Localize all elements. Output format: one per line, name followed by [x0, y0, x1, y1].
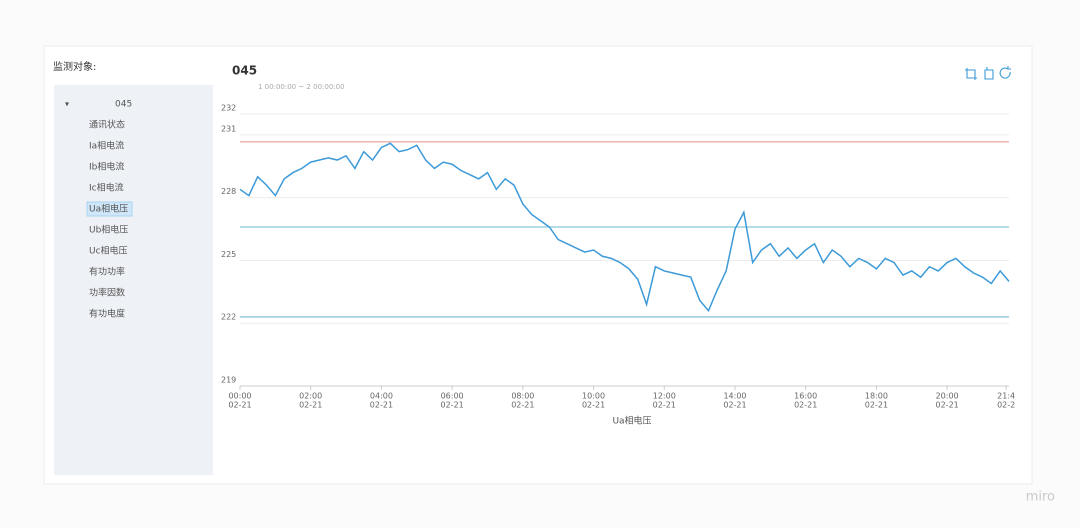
tree-item[interactable]: 通讯状态 — [89, 119, 125, 131]
tree-item[interactable]: 有功电度 — [89, 308, 125, 320]
restore-icon[interactable] — [999, 66, 1011, 79]
tree-item[interactable]: Ub相电压 — [89, 224, 128, 236]
toolbar — [965, 66, 1011, 80]
x-axis-label: Ua相电压 — [612, 415, 651, 427]
x-tick-date: 02-21 — [865, 401, 888, 410]
tree-root[interactable]: 045 — [115, 100, 132, 110]
zoom-icon[interactable] — [965, 68, 977, 80]
tree-item[interactable]: Ic相电流 — [89, 182, 124, 194]
x-tick-date: 02-2 — [997, 401, 1015, 410]
sidebar — [54, 85, 213, 475]
sidebar-label: 监测对象: — [53, 60, 96, 73]
chart-title: 045 — [232, 64, 257, 78]
tree-item[interactable]: 功率因数 — [89, 287, 125, 299]
tree-item[interactable]: Ua相电压 — [89, 203, 128, 215]
tree-item[interactable]: Uc相电压 — [89, 245, 128, 257]
tree-arrow[interactable]: ▾ — [65, 100, 69, 109]
y-tick-label: 222 — [221, 313, 236, 322]
x-tick-label: 04:00 — [370, 392, 393, 401]
y-tick-label: 228 — [221, 187, 236, 196]
x-tick-label: 14:00 — [723, 392, 746, 401]
x-tick-label: 20:00 — [936, 392, 959, 401]
x-tick-date: 02-21 — [653, 401, 676, 410]
x-tick-label: 02:00 — [299, 392, 322, 401]
zoom-back-icon[interactable] — [984, 67, 994, 80]
tree-item[interactable]: Ia相电流 — [89, 140, 124, 152]
y-tick-label: 231 — [221, 124, 236, 133]
x-tick-date: 02-21 — [936, 401, 959, 410]
x-tick-label: 12:00 — [653, 392, 676, 401]
x-tick-date: 02-21 — [723, 401, 746, 410]
watermark: miro — [1026, 490, 1055, 505]
x-tick-date: 02-21 — [794, 401, 817, 410]
x-tick-label: 10:00 — [582, 392, 605, 401]
x-tick-label: 00:00 — [228, 392, 251, 401]
x-tick-label: 06:00 — [441, 392, 464, 401]
y-tick-label: 232 — [221, 104, 236, 113]
x-tick-label: 21:4 — [997, 392, 1015, 401]
chart-subtitle: 1 00:00:00 ~ 2 00:00:00 — [258, 83, 345, 91]
x-tick-label: 16:00 — [794, 392, 817, 401]
x-tick-label: 08:00 — [511, 392, 534, 401]
x-tick-date: 02-21 — [511, 401, 534, 410]
y-tick-label: 219 — [221, 376, 236, 385]
x-tick-date: 02-21 — [228, 401, 251, 410]
y-tick-label: 225 — [221, 250, 236, 259]
tree-item[interactable]: Ib相电流 — [89, 161, 124, 173]
selected-highlight — [86, 201, 133, 217]
data-line — [239, 142, 1010, 313]
x-tick-date: 02-21 — [582, 401, 605, 410]
x-tick-date: 02-21 — [441, 401, 464, 410]
tree-item[interactable]: 有功功率 — [89, 266, 125, 278]
x-tick-date: 02-21 — [370, 401, 393, 410]
x-tick-label: 18:00 — [865, 392, 888, 401]
x-tick-date: 02-21 — [299, 401, 322, 410]
